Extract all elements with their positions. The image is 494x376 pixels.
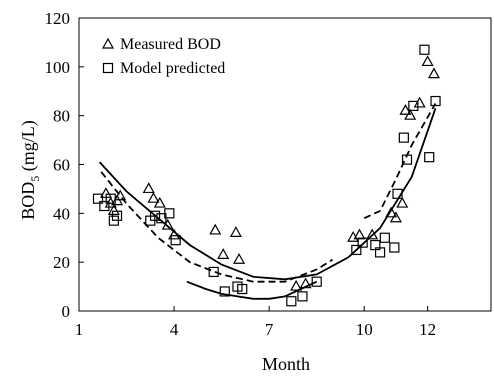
legend-label-measured: Measured BOD — [120, 36, 221, 53]
measured-bod-point — [366, 228, 379, 240]
measured-bod-point — [209, 223, 222, 235]
y-tick-label: 40 — [53, 204, 70, 223]
measured-bod-point — [389, 211, 402, 223]
model-predicted-point — [401, 154, 413, 165]
measured-bod-point — [217, 248, 230, 259]
model-predicted-point — [430, 95, 441, 107]
model-predicted-point — [389, 242, 400, 253]
measured-bod-point — [413, 96, 426, 108]
x-tick-label: 1 — [75, 320, 84, 339]
measured-bod-point — [385, 206, 398, 218]
model-predicted-point — [149, 210, 161, 221]
measured-bod-point — [347, 231, 360, 242]
measured-bod-point — [229, 226, 242, 237]
solid-trend-line — [98, 108, 437, 281]
x-tick-label: 7 — [265, 320, 274, 339]
model-predicted-point — [237, 283, 248, 295]
measured-bod-point — [153, 196, 166, 208]
y-tick-label: 120 — [45, 9, 71, 28]
measured-bod-point — [290, 279, 303, 291]
model-predicted-point — [208, 266, 219, 278]
y-tick-label: 20 — [53, 253, 70, 272]
y-tick-label: 100 — [45, 58, 71, 77]
measured-bod-point — [233, 252, 246, 264]
solid-trend-line — [186, 280, 318, 300]
model-predicted-point — [92, 193, 104, 204]
model-predicted-point — [99, 200, 110, 212]
data-markers — [92, 44, 441, 307]
y-axis-label-main: BOD — [18, 182, 38, 220]
y-tick-label: 0 — [62, 302, 71, 321]
measured-bod-point — [353, 228, 366, 240]
measured-bod-point — [404, 108, 417, 120]
x-tick-label: 4 — [170, 320, 179, 339]
model-predicted-point — [424, 152, 435, 163]
measured-bod-point — [399, 104, 412, 115]
model-predicted-point — [379, 232, 390, 243]
model-predicted-point — [374, 247, 386, 258]
y-axis-label: BOD5 (mg/L) — [18, 120, 42, 220]
x-axis-label: Month — [262, 354, 310, 374]
model-predicted-point — [164, 208, 175, 219]
measured-bod-point — [114, 189, 127, 201]
measured-bod-point — [147, 191, 160, 203]
legend: Measured BOD Model predicted — [101, 36, 225, 77]
measured-bod-point — [168, 228, 181, 240]
y-tick-label: 80 — [53, 107, 70, 126]
measured-bod-point — [107, 204, 120, 215]
model-predicted-point — [286, 296, 297, 307]
model-predicted-point — [357, 237, 368, 248]
legend-label-model: Model predicted — [120, 60, 225, 77]
model-predicted-point — [419, 44, 430, 55]
measured-bod-point — [396, 196, 409, 208]
model-predicted-point — [311, 276, 322, 287]
model-predicted-point — [408, 100, 419, 112]
measured-bod-point — [421, 55, 434, 67]
dashed-trend-line — [100, 171, 333, 283]
legend-square-icon — [102, 62, 114, 74]
x-tick-label: 10 — [356, 320, 373, 339]
dashed-trend-line — [363, 103, 437, 220]
y-tick-label: 60 — [53, 156, 70, 175]
x-tick-label: 12 — [419, 320, 436, 339]
measured-bod-point — [427, 67, 440, 79]
y-axis-label-unit: (mg/L) — [18, 120, 39, 176]
model-predicted-point — [105, 193, 116, 204]
model-predicted-point — [398, 132, 409, 143]
measured-bod-point — [161, 218, 174, 230]
measured-bod-point — [142, 182, 155, 194]
trend-lines — [98, 103, 437, 300]
y-axis-label-subscript: 5 — [28, 176, 42, 182]
model-predicted-point — [111, 210, 123, 221]
model-predicted-point — [351, 244, 362, 256]
measured-bod-point — [299, 277, 312, 289]
model-predicted-point — [170, 235, 181, 246]
model-predicted-point — [219, 286, 230, 297]
legend-triangle-icon — [101, 37, 115, 49]
model-predicted-point — [297, 291, 308, 302]
model-predicted-point — [392, 188, 403, 199]
